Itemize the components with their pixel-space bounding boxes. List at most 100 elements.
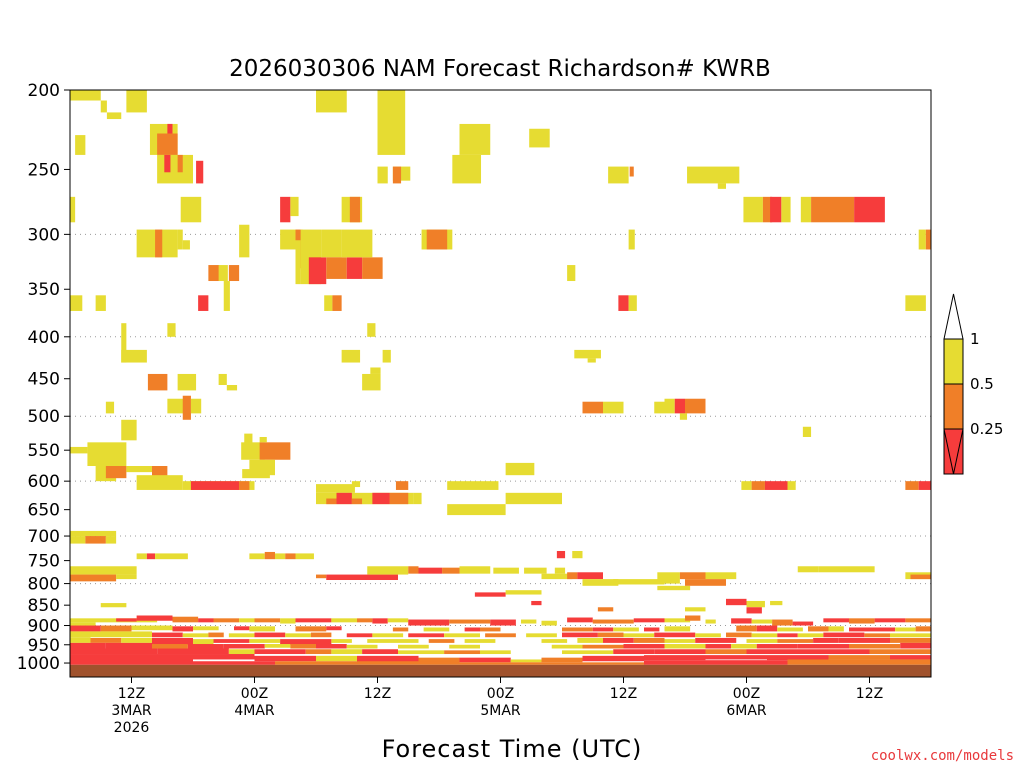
ri-cell — [362, 257, 383, 279]
ri-cell — [182, 633, 209, 638]
ri-cell — [521, 619, 537, 624]
ri-cell — [234, 626, 250, 631]
ri-cell — [695, 637, 737, 643]
ri-cell — [146, 553, 156, 560]
ri-cell — [193, 654, 255, 660]
ri-cell — [787, 659, 931, 665]
ri-cell — [726, 632, 752, 638]
x-tick-label: 12Z — [364, 686, 391, 702]
ri-cell — [392, 627, 409, 632]
ri-cell — [341, 349, 361, 363]
ri-cell — [505, 492, 562, 505]
ri-cell — [572, 550, 583, 559]
ri-cell — [444, 650, 480, 655]
ri-cell — [764, 481, 788, 490]
ri-cell — [249, 639, 281, 643]
x-tick-label: 00Z — [733, 686, 760, 702]
ri-cell — [918, 229, 926, 250]
ri-cell — [280, 196, 291, 223]
ri-cell — [623, 633, 655, 638]
ri-cell — [285, 553, 296, 560]
ri-cell — [772, 619, 793, 626]
ri-cell — [100, 100, 107, 113]
ri-cell — [326, 498, 337, 505]
ri-cell — [800, 196, 812, 223]
ri-cell — [70, 536, 86, 544]
ri-cell — [823, 632, 865, 638]
ri-cell — [447, 504, 506, 516]
ri-cell — [603, 637, 634, 643]
ri-cell — [717, 183, 726, 189]
ri-cell — [597, 607, 614, 612]
ri-cell — [767, 655, 829, 661]
ri-cell — [70, 637, 91, 643]
ri-cell — [541, 639, 568, 643]
x-tick-label: 12Z — [118, 686, 145, 702]
ri-cell — [116, 574, 137, 580]
ri-cell — [654, 649, 706, 655]
ri-cell — [664, 398, 675, 414]
ri-cell — [70, 566, 137, 575]
y-tick-label: 800 — [28, 575, 60, 595]
ri-cell — [905, 481, 919, 490]
ri-cell — [770, 600, 783, 606]
ri-cell — [657, 572, 680, 584]
ri-cell — [541, 573, 573, 580]
x-axis-title: Forecast Time (UTC) — [382, 735, 643, 763]
ri-cell — [413, 492, 422, 505]
ri-cell — [196, 160, 204, 184]
ri-cell — [582, 401, 603, 414]
ri-cell — [756, 625, 778, 632]
ri-cell — [152, 644, 188, 649]
ri-cell — [426, 229, 448, 250]
ri-cell — [918, 481, 931, 490]
ri-cell — [705, 572, 737, 580]
ri-cell — [182, 395, 191, 420]
ri-cell — [177, 154, 183, 173]
ri-cell — [705, 644, 732, 649]
ri-cell — [392, 166, 402, 184]
ri-cell — [316, 90, 347, 113]
ri-cell — [377, 166, 388, 184]
ri-cell — [644, 655, 706, 661]
ri-cell — [239, 224, 250, 258]
ri-cell — [398, 644, 429, 649]
ri-cell — [395, 481, 409, 490]
ri-cell — [362, 373, 381, 391]
pressure-axis: 200 250 300 350 400 450 500 550 600 650 700 750 8008… — [17, 81, 70, 674]
legend-label: 1 — [970, 330, 980, 348]
ri-cell — [628, 295, 637, 311]
ri-cell — [777, 633, 798, 638]
y-tick-label: 300 — [28, 225, 60, 245]
ri-cell — [367, 323, 376, 337]
ri-cell — [900, 642, 931, 649]
ri-cell — [905, 618, 931, 623]
ri-cell — [685, 615, 701, 621]
y-tick-label: 700 — [28, 527, 60, 547]
ri-cell — [736, 625, 757, 632]
ri-cell — [357, 618, 373, 623]
ri-cell — [526, 633, 557, 638]
ri-cell — [823, 618, 849, 623]
y-tick-label: 450 — [28, 370, 60, 390]
ri-cell — [239, 481, 250, 490]
ri-cell — [193, 626, 219, 631]
ri-cell — [70, 90, 101, 101]
ri-cell — [105, 466, 127, 479]
y-tick-label: 750 — [28, 552, 60, 572]
ri-cell — [249, 626, 275, 632]
ri-cell — [372, 633, 404, 638]
ri-cell — [332, 295, 342, 311]
ri-cell — [157, 648, 229, 655]
ri-cell — [70, 642, 106, 649]
ri-cell — [316, 484, 355, 493]
ri-cell — [654, 401, 665, 414]
ri-cell — [541, 657, 583, 663]
ri-cell — [751, 619, 773, 624]
y-tick-label: 350 — [28, 280, 60, 300]
ri-cell — [854, 196, 885, 223]
ri-cell — [592, 619, 634, 624]
ri-cell — [664, 644, 706, 649]
ri-cell — [295, 553, 314, 560]
ri-cell — [346, 644, 378, 649]
